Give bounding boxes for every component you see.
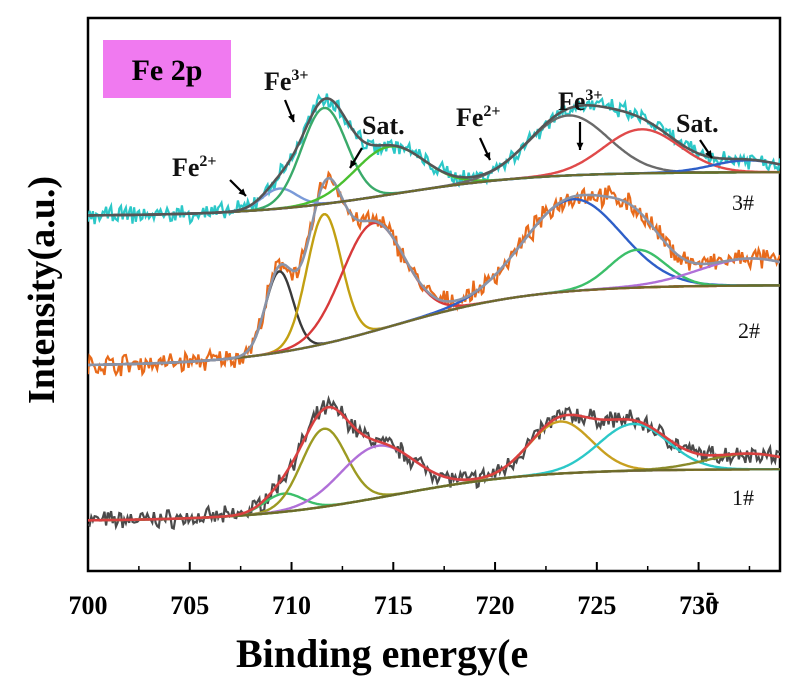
annotation-1: Fe3+ (264, 67, 309, 96)
spectrum-label-1: 1# (732, 485, 754, 510)
annotation-arrowhead-1 (288, 114, 295, 122)
annotation-5: Sat. (676, 109, 719, 138)
x-tick-label-705: 705 (170, 591, 209, 620)
plot-frame (86, 16, 782, 573)
annotation-0: Fe2+ (172, 153, 217, 182)
annotation-arrowhead-3 (483, 152, 491, 160)
spectrum-2 (88, 170, 780, 378)
spectrum-label-2: 2# (738, 318, 760, 343)
annotation-4: Fe3+ (558, 87, 603, 116)
component-2-4-fe3 (88, 248, 780, 367)
annotation-3: Fe2+ (456, 103, 501, 132)
spectra-layer (88, 93, 780, 531)
x-tick-label-730: 730 (679, 591, 718, 620)
x-tick-label-710: 710 (272, 591, 311, 620)
spectrum-labels: 1# 2# 3# (732, 190, 760, 510)
spectrum-3 (88, 93, 780, 226)
envelope-3 (88, 97, 780, 217)
annotation-2: Sat. (362, 111, 405, 140)
annotation-arrowhead-2 (350, 160, 357, 168)
component-2-1-fe3 (88, 212, 780, 367)
annotation-arrowhead-4 (576, 142, 584, 150)
x-tick-label-725: 725 (577, 591, 616, 620)
envelope-1 (88, 405, 780, 522)
x-tick-label-715: 715 (374, 591, 413, 620)
raw-data-1 (88, 394, 780, 531)
y-axis-title: Intensity(a.u.) (21, 176, 63, 404)
peak-annotations: Fe2+ Fe3+ Sat. Fe2+ Fe3+ Sat. (172, 67, 719, 197)
x-axis-ticks: 700 705 710 715 720 725 730 (69, 562, 751, 620)
component-1-2-sat (88, 444, 780, 522)
component-2-3-fe2 (88, 198, 780, 367)
chart-title: Fe 2p (132, 54, 203, 87)
x-tick-label-720: 720 (476, 591, 515, 620)
annotation-arrowhead-0 (238, 188, 246, 196)
annotation-arrowhead-5 (705, 150, 712, 158)
x-axis-title: Binding energy(e (236, 631, 528, 676)
spectrum-label-3: 3# (732, 190, 754, 215)
raw-data-2 (88, 170, 780, 378)
x-tick-label-700: 700 (69, 591, 108, 620)
title-badge (103, 40, 231, 98)
spectrum-1 (88, 394, 780, 531)
envelope-2 (88, 176, 780, 367)
